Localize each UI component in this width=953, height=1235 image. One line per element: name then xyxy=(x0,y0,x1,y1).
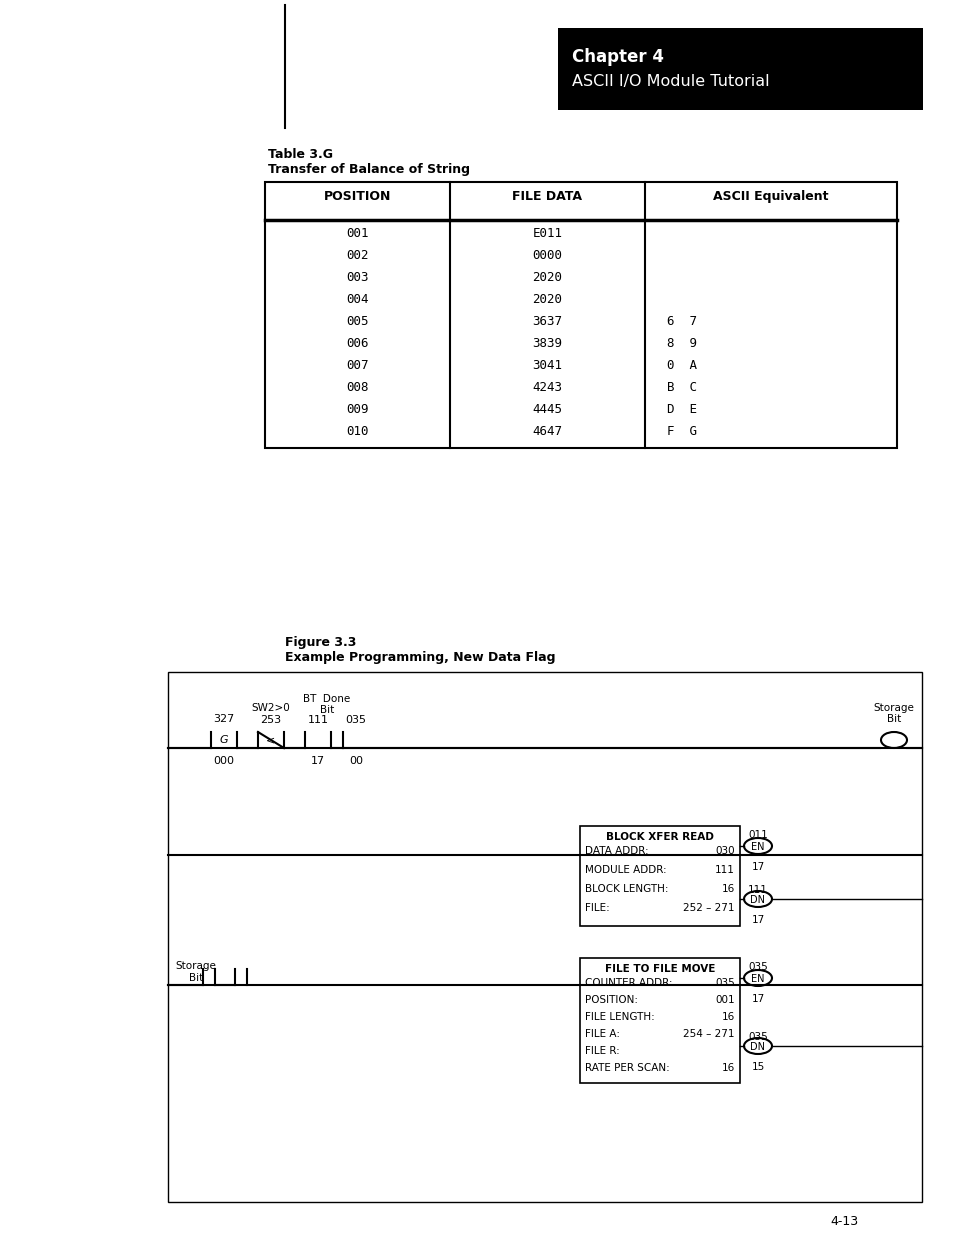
Text: 000: 000 xyxy=(213,756,234,766)
Text: 16: 16 xyxy=(721,1011,734,1023)
Text: FILE R:: FILE R: xyxy=(584,1046,619,1056)
Text: DATA ADDR:: DATA ADDR: xyxy=(584,846,648,856)
Text: 035: 035 xyxy=(747,1032,767,1042)
Text: 111: 111 xyxy=(747,885,767,895)
Text: Table 3.G: Table 3.G xyxy=(268,148,333,161)
Text: 4647: 4647 xyxy=(532,425,562,438)
Text: 111: 111 xyxy=(715,864,734,876)
Text: 2020: 2020 xyxy=(532,270,562,284)
Text: BT  Done: BT Done xyxy=(303,694,351,704)
Text: 16: 16 xyxy=(721,884,734,894)
Text: 035: 035 xyxy=(715,978,734,988)
Text: BLOCK XFER READ: BLOCK XFER READ xyxy=(605,832,713,842)
Text: 8  9: 8 9 xyxy=(666,337,697,350)
Text: 004: 004 xyxy=(346,293,369,306)
Text: 4-13: 4-13 xyxy=(829,1215,858,1228)
Text: EN: EN xyxy=(750,974,764,984)
Text: 006: 006 xyxy=(346,337,369,350)
Text: Bit: Bit xyxy=(189,973,203,983)
Text: RATE PER SCAN:: RATE PER SCAN: xyxy=(584,1063,669,1073)
Text: 002: 002 xyxy=(346,249,369,262)
Text: POSITION: POSITION xyxy=(323,190,391,203)
Text: FILE TO FILE MOVE: FILE TO FILE MOVE xyxy=(604,965,715,974)
Text: 3637: 3637 xyxy=(532,315,562,329)
Text: 3041: 3041 xyxy=(532,359,562,372)
Text: 252 – 271: 252 – 271 xyxy=(682,903,734,913)
Text: Figure 3.3: Figure 3.3 xyxy=(285,636,356,650)
Text: F  G: F G xyxy=(666,425,697,438)
Text: 3839: 3839 xyxy=(532,337,562,350)
Text: POSITION:: POSITION: xyxy=(584,995,638,1005)
Text: 6  7: 6 7 xyxy=(666,315,697,329)
Text: Bit: Bit xyxy=(319,705,334,715)
Text: FILE LENGTH:: FILE LENGTH: xyxy=(584,1011,654,1023)
Text: D  E: D E xyxy=(666,403,697,416)
Bar xyxy=(168,672,921,1202)
Text: <: < xyxy=(266,735,275,745)
Text: MODULE ADDR:: MODULE ADDR: xyxy=(584,864,666,876)
Text: 001: 001 xyxy=(346,227,369,240)
Text: 007: 007 xyxy=(346,359,369,372)
Bar xyxy=(579,958,740,1083)
Text: 035: 035 xyxy=(747,962,767,972)
Bar xyxy=(265,182,896,448)
Text: 001: 001 xyxy=(715,995,734,1005)
Text: 005: 005 xyxy=(346,315,369,329)
Text: 009: 009 xyxy=(346,403,369,416)
Bar xyxy=(579,826,740,926)
Text: FILE A:: FILE A: xyxy=(584,1029,619,1039)
Text: 254 – 271: 254 – 271 xyxy=(682,1029,734,1039)
Text: FILE:: FILE: xyxy=(584,903,609,913)
Text: SW2>0: SW2>0 xyxy=(252,703,290,713)
Text: 008: 008 xyxy=(346,382,369,394)
Text: 030: 030 xyxy=(715,846,734,856)
Text: Example Programming, New Data Flag: Example Programming, New Data Flag xyxy=(285,651,555,664)
Text: 111: 111 xyxy=(307,715,328,725)
Text: E011: E011 xyxy=(532,227,562,240)
Text: DN: DN xyxy=(750,1042,764,1052)
Text: DN: DN xyxy=(750,895,764,905)
Text: BLOCK LENGTH:: BLOCK LENGTH: xyxy=(584,884,668,894)
Text: 253: 253 xyxy=(260,715,281,725)
Text: Storage: Storage xyxy=(175,961,216,971)
Text: 17: 17 xyxy=(751,862,763,872)
Text: 17: 17 xyxy=(751,915,763,925)
Text: 327: 327 xyxy=(213,714,234,724)
Text: 2020: 2020 xyxy=(532,293,562,306)
Text: G: G xyxy=(219,735,228,745)
Text: 17: 17 xyxy=(751,994,763,1004)
Text: 4243: 4243 xyxy=(532,382,562,394)
Text: Chapter 4: Chapter 4 xyxy=(572,48,663,65)
Text: 0000: 0000 xyxy=(532,249,562,262)
Text: 15: 15 xyxy=(751,1062,763,1072)
Text: 010: 010 xyxy=(346,425,369,438)
Text: 011: 011 xyxy=(747,830,767,840)
Text: ASCII I/O Module Tutorial: ASCII I/O Module Tutorial xyxy=(572,74,769,89)
Text: 0  A: 0 A xyxy=(666,359,697,372)
Text: 16: 16 xyxy=(721,1063,734,1073)
Bar xyxy=(558,28,923,110)
Text: 17: 17 xyxy=(311,756,325,766)
Text: EN: EN xyxy=(750,842,764,852)
Text: Transfer of Balance of String: Transfer of Balance of String xyxy=(268,163,470,177)
Text: 00: 00 xyxy=(349,756,363,766)
Text: COUNTER ADDR:: COUNTER ADDR: xyxy=(584,978,672,988)
Text: Bit: Bit xyxy=(886,714,901,724)
Text: 035: 035 xyxy=(345,715,366,725)
Text: FILE DATA: FILE DATA xyxy=(512,190,582,203)
Text: 4445: 4445 xyxy=(532,403,562,416)
Text: B  C: B C xyxy=(666,382,697,394)
Text: Storage: Storage xyxy=(873,703,914,713)
Text: ASCII Equivalent: ASCII Equivalent xyxy=(713,190,828,203)
Text: 003: 003 xyxy=(346,270,369,284)
